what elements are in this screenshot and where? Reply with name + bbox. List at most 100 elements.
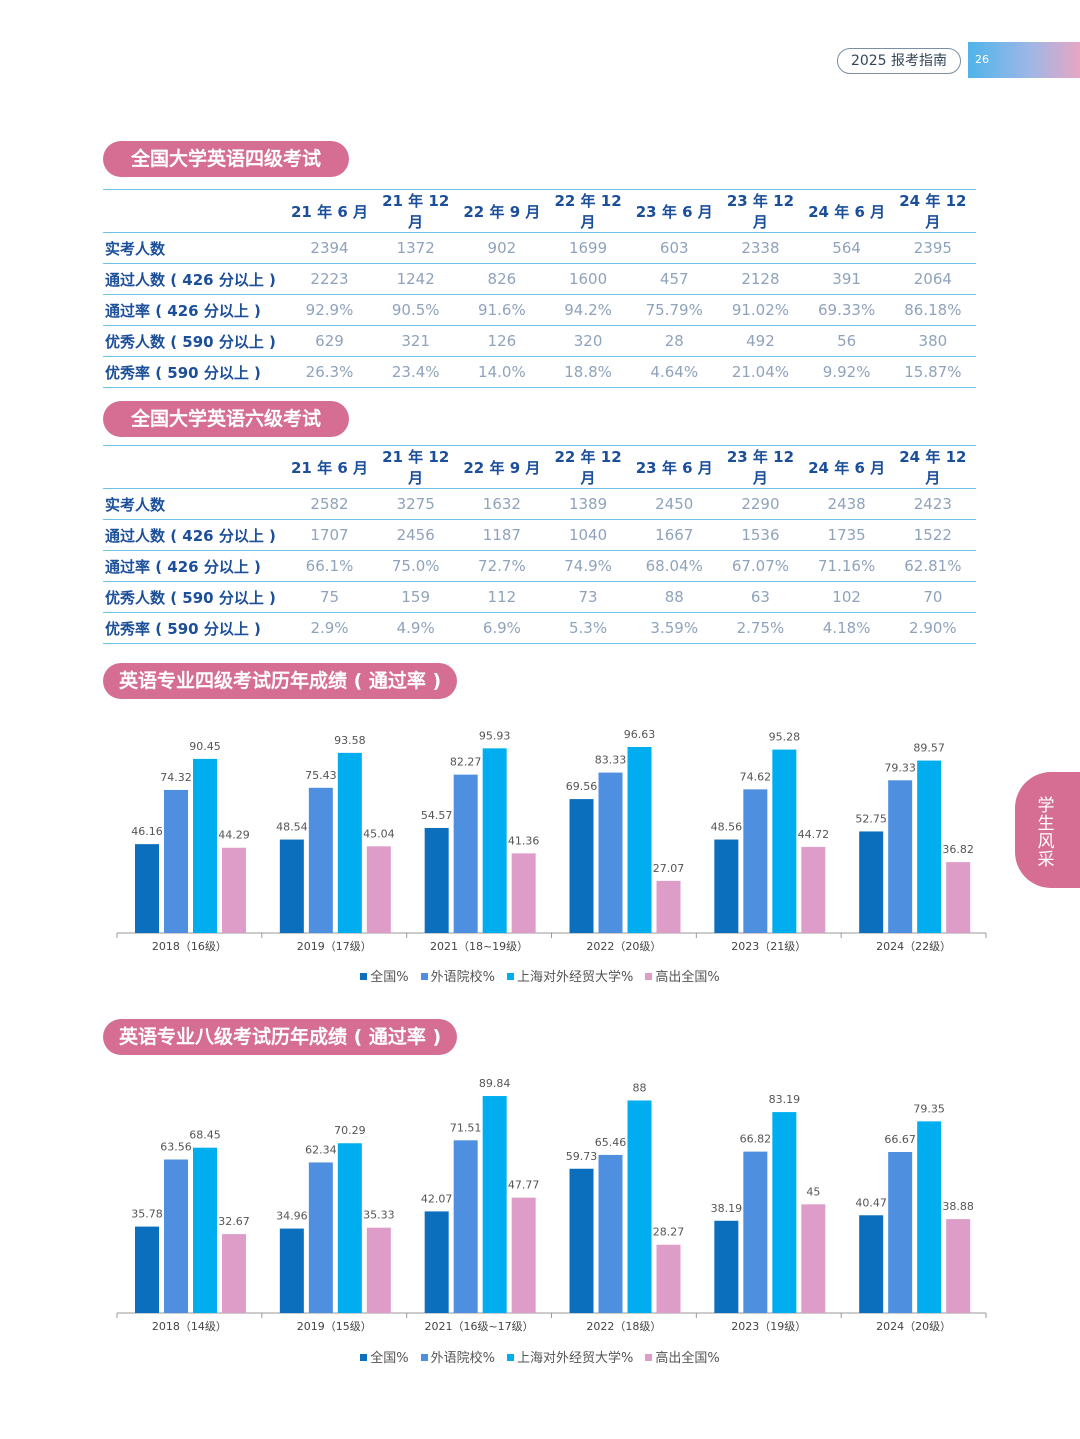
data-label: 79.33 bbox=[884, 761, 916, 774]
table-column-header: 21 年 12 月 bbox=[372, 189, 459, 233]
data-label: 48.54 bbox=[276, 821, 308, 834]
x-tick-label: 2022（20级） bbox=[586, 940, 661, 953]
bar bbox=[888, 1151, 913, 1313]
legend-label: 高出全国% bbox=[655, 1351, 720, 1366]
legend-swatch bbox=[420, 973, 428, 980]
bar bbox=[482, 748, 507, 933]
data-label: 27.07 bbox=[653, 862, 685, 875]
data-label: 83.33 bbox=[595, 754, 627, 767]
row-label: 通过人数 ( 426 分以上 ) bbox=[103, 519, 287, 551]
row-label: 优秀率 ( 590 分以上 ) bbox=[103, 612, 287, 644]
table-cell: 380 bbox=[889, 325, 976, 357]
table-cell: 88 bbox=[631, 581, 718, 613]
x-tick-label: 2024（22级） bbox=[876, 940, 951, 953]
table-cell: 2438 bbox=[803, 488, 890, 520]
bar bbox=[801, 846, 826, 933]
bar bbox=[801, 1204, 826, 1313]
table-cell: 56 bbox=[803, 325, 890, 357]
table-cell: 1187 bbox=[458, 519, 545, 551]
x-tick-label: 2021（18~19级） bbox=[430, 940, 528, 953]
table-cell: 4.18% bbox=[803, 612, 890, 644]
legend-label: 高出全国% bbox=[655, 970, 720, 985]
data-label: 45 bbox=[806, 1185, 820, 1198]
table-cell: 2394 bbox=[286, 232, 373, 264]
bar bbox=[627, 746, 652, 933]
data-label: 74.32 bbox=[160, 771, 192, 784]
table-cell: 5.3% bbox=[544, 612, 632, 644]
side-section-tab[interactable] bbox=[1015, 772, 1080, 888]
table-cell: 2423 bbox=[889, 488, 976, 520]
table-cell: 9.92% bbox=[803, 356, 890, 388]
table-column-header: 23 年 12 月 bbox=[717, 189, 804, 233]
bar bbox=[308, 787, 333, 933]
data-label: 40.47 bbox=[855, 1196, 887, 1209]
bar bbox=[222, 847, 246, 933]
legend-item: 上海对外经贸大学% bbox=[507, 966, 633, 985]
data-label: 96.63 bbox=[624, 728, 656, 741]
table-cell: 2450 bbox=[631, 488, 718, 520]
guide-title: 2025 报考指南 bbox=[837, 48, 961, 74]
table-cell: 1372 bbox=[372, 232, 459, 264]
bar bbox=[946, 862, 971, 933]
bar bbox=[279, 839, 304, 933]
side-section-label: 学生风采 bbox=[1037, 796, 1055, 870]
data-label: 68.45 bbox=[189, 1129, 221, 1142]
table-cell: 826 bbox=[458, 263, 545, 295]
data-label: 44.72 bbox=[798, 828, 830, 841]
data-label: 89.57 bbox=[913, 742, 945, 755]
x-tick-label: 2019（15级） bbox=[297, 1320, 372, 1333]
table-header-blank bbox=[103, 189, 287, 233]
bar bbox=[917, 1121, 942, 1313]
table-cell: 1707 bbox=[286, 519, 373, 551]
bar bbox=[511, 1197, 536, 1313]
bar bbox=[164, 789, 188, 933]
x-tick-label: 2023（21级） bbox=[731, 940, 806, 953]
bar bbox=[772, 1112, 797, 1313]
legend-label: 上海对外经贸大学% bbox=[517, 1351, 634, 1366]
table-cell: 2064 bbox=[889, 263, 976, 295]
x-tick-label: 2024（20级） bbox=[876, 1320, 951, 1333]
table-cell: 2.90% bbox=[889, 612, 976, 644]
table-cell: 1667 bbox=[631, 519, 718, 551]
table-cell: 1632 bbox=[458, 488, 545, 520]
data-label: 95.93 bbox=[479, 729, 511, 742]
bar bbox=[135, 844, 159, 933]
data-label: 82.27 bbox=[450, 756, 482, 769]
bar bbox=[656, 1244, 681, 1313]
table-row: 优秀人数 ( 590 分以上 ) 75 159 112 73 88 63 102 70 bbox=[103, 581, 976, 613]
legend-item: 高出全国% bbox=[645, 1347, 720, 1366]
row-label: 优秀人数 ( 590 分以上 ) bbox=[103, 581, 287, 613]
table-column-header: 22 年 9 月 bbox=[458, 445, 545, 489]
legend-item: 外语院校% bbox=[420, 1347, 495, 1366]
table-cell: 3.59% bbox=[631, 612, 718, 644]
table-cell: 492 bbox=[717, 325, 804, 357]
table-column-header: 22 年 12 月 bbox=[544, 445, 632, 489]
row-label: 通过率 ( 426 分以上 ) bbox=[103, 294, 287, 326]
cet4-table: 21 年 6 月 21 年 12 月 22 年 9 月 22 年 12 月 23 年 6… bbox=[103, 189, 976, 388]
legend-swatch bbox=[645, 1354, 653, 1361]
tem8-legend: 全国% 外语院校% 上海对外经贸大学% 高出全国% bbox=[0, 1347, 1080, 1366]
x-tick-label: 2018（14级） bbox=[152, 1320, 227, 1333]
cet6-table: 21 年 6 月 21 年 12 月 22 年 9 月 22 年 12 月 23 年 6… bbox=[103, 445, 976, 644]
row-label: 通过率 ( 426 分以上 ) bbox=[103, 550, 287, 582]
legend-label: 外语院校% bbox=[430, 970, 495, 985]
x-tick-label: 2023（19级） bbox=[731, 1320, 806, 1333]
table-column-header: 21 年 6 月 bbox=[286, 189, 373, 233]
bar bbox=[569, 799, 594, 933]
table-cell: 92.9% bbox=[286, 294, 373, 326]
bar bbox=[743, 789, 768, 933]
data-label: 69.56 bbox=[566, 780, 598, 793]
tem4-legend: 全国% 外语院校% 上海对外经贸大学% 高出全国% bbox=[0, 966, 1080, 985]
table-header-blank bbox=[103, 445, 287, 489]
legend-item: 高出全国% bbox=[645, 966, 720, 985]
table-cell: 2582 bbox=[286, 488, 373, 520]
data-label: 88 bbox=[633, 1081, 647, 1094]
x-tick-label: 2018（16级） bbox=[152, 940, 227, 953]
table-cell: 320 bbox=[544, 325, 632, 357]
table-cell: 91.6% bbox=[458, 294, 545, 326]
data-label: 48.56 bbox=[711, 821, 743, 834]
data-label: 38.88 bbox=[942, 1200, 974, 1213]
legend-label: 外语院校% bbox=[430, 1351, 495, 1366]
data-label: 74.62 bbox=[740, 770, 772, 783]
data-label: 95.28 bbox=[769, 731, 801, 744]
